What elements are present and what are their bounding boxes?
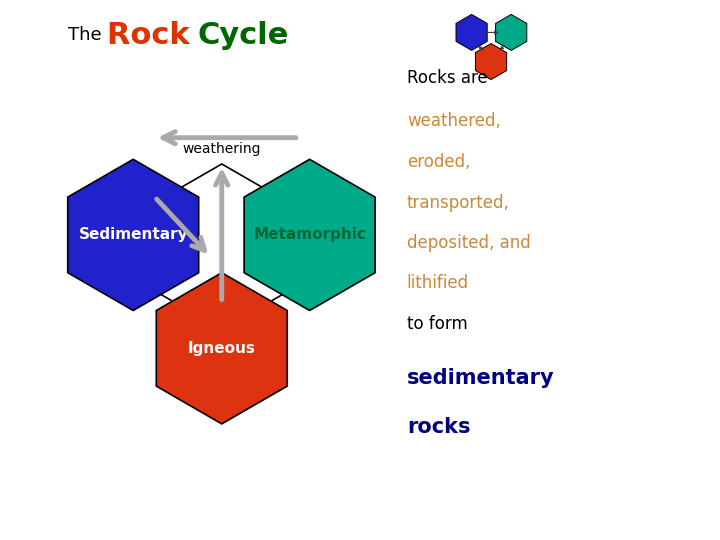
Text: transported,: transported,	[407, 193, 510, 212]
Polygon shape	[495, 15, 527, 50]
Text: Metamorphic: Metamorphic	[253, 227, 366, 242]
Text: to form: to form	[407, 315, 467, 333]
Text: eroded,: eroded,	[407, 153, 470, 171]
Polygon shape	[475, 44, 507, 79]
Text: weathered,: weathered,	[407, 112, 500, 131]
Text: Rocks are: Rocks are	[407, 69, 487, 87]
Text: sedimentary: sedimentary	[407, 368, 554, 388]
Text: rocks: rocks	[407, 416, 470, 437]
Text: Igneous: Igneous	[188, 341, 256, 356]
Polygon shape	[244, 159, 375, 310]
Text: Cycle: Cycle	[197, 21, 289, 50]
Text: Sedimentary: Sedimentary	[78, 227, 188, 242]
Text: lithified: lithified	[407, 274, 469, 293]
Polygon shape	[456, 15, 487, 50]
Text: weathering: weathering	[182, 142, 261, 156]
Text: Rock: Rock	[107, 21, 200, 50]
Text: deposited, and: deposited, and	[407, 234, 531, 252]
Polygon shape	[156, 273, 287, 424]
Text: The: The	[68, 26, 108, 44]
Polygon shape	[68, 159, 199, 310]
Polygon shape	[150, 164, 294, 329]
